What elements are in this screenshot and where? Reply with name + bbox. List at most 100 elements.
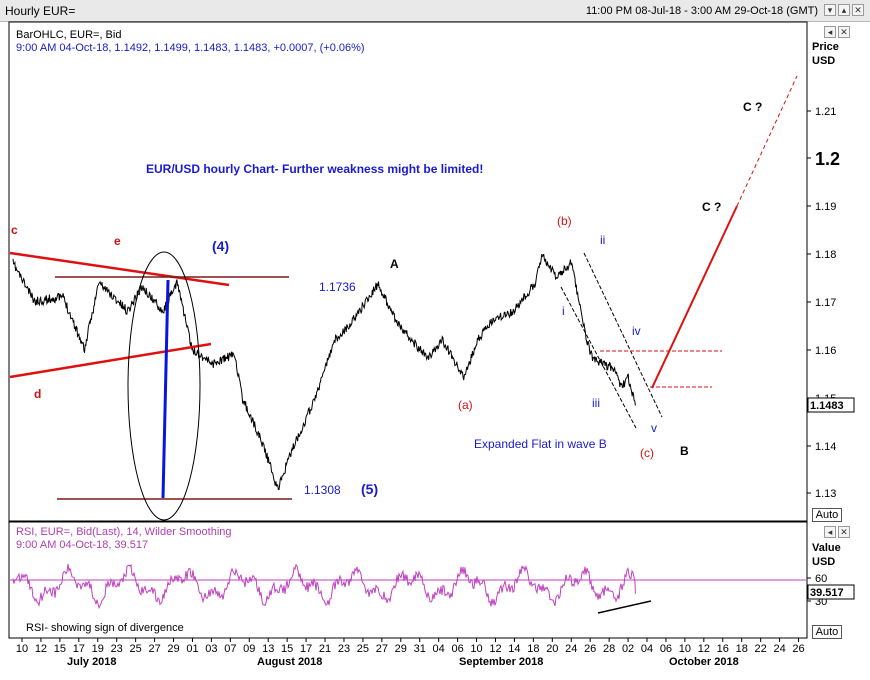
window-title-bar: Hourly EUR= 11:00 PM 08-Jul-18 - 3:00 AM… [0, 0, 870, 22]
rsi-panel-frame [8, 521, 808, 639]
price-series-line [12, 253, 636, 491]
x-axis-tick-label: 10 [16, 643, 28, 655]
label-wave-C-question-1: C ? [702, 200, 721, 214]
rsi-axis-title-2: USD [812, 556, 835, 568]
price-panel-close-icon[interactable]: ✕ [838, 26, 850, 38]
price-tick-label: 1.17 [815, 297, 836, 309]
price-panel-frame [8, 21, 808, 522]
price-tick-label: 1.14 [815, 441, 836, 453]
label-wave-i: i [562, 304, 565, 318]
x-axis-tick-label: 24 [773, 643, 785, 655]
x-axis-tick-label: 14 [508, 643, 520, 655]
x-axis-tick-label: 24 [565, 643, 577, 655]
label-wave-c: (c) [640, 446, 654, 460]
x-axis-tick-label: 12 [489, 643, 501, 655]
x-axis-tick-label: 17 [73, 643, 85, 655]
label-wave-4: (4) [212, 238, 229, 254]
x-axis-tick-label: 18 [736, 643, 748, 655]
label-c: c [11, 223, 18, 237]
price-axis-title-1: Price [812, 41, 839, 53]
price-panel-collapse-icon[interactable]: ◂ [824, 26, 836, 38]
x-axis-tick-label: 12 [35, 643, 47, 655]
price-axis-title-2: USD [812, 55, 835, 67]
rsi-axis-title-1: Value [812, 542, 841, 554]
channel-line-lower [560, 286, 637, 429]
x-axis-tick-label: 19 [92, 643, 104, 655]
x-axis-tick-label: 26 [792, 643, 804, 655]
triangle-lower-trendline [9, 342, 212, 379]
price-axis: 1.13 1.14 1.15 1.16 1.17 1.18 1.19 1.2 1… [807, 106, 840, 500]
rsi-last-value-label: 39.517 [810, 587, 844, 599]
annotations [9, 75, 798, 614]
price-tick-label-major: 1.2 [815, 149, 840, 169]
x-axis-tick-label: 25 [357, 643, 369, 655]
window-menu-icon[interactable]: ▴ [838, 4, 850, 16]
label-wave-b: (b) [557, 214, 572, 228]
x-axis-tick-label: 27 [376, 643, 388, 655]
x-axis-tick-label: 09 [243, 643, 255, 655]
x-axis-tick-label: 26 [584, 643, 596, 655]
label-wave-a: (a) [458, 398, 473, 412]
x-axis-tick-label: 07 [224, 643, 236, 655]
label-wave-v: v [651, 421, 657, 435]
chart-headline: EUR/USD hourly Chart- Further weakness m… [146, 162, 483, 176]
label-low-1308: 1.1308 [304, 483, 341, 497]
x-axis-tick-label: 18 [527, 643, 539, 655]
x-axis-tick-label: 31 [414, 643, 426, 655]
x-axis-tick-label: 13 [262, 643, 274, 655]
price-auto-scale-button[interactable]: Auto [812, 508, 842, 522]
rsi-panel-close-icon[interactable]: ✕ [838, 526, 850, 538]
last-price-box [807, 397, 855, 413]
x-axis-tick-label: 17 [300, 643, 312, 655]
x-axis-tick-label: 12 [698, 643, 710, 655]
x-axis-tick-label: 23 [111, 643, 123, 655]
wave-c-projection-solid [651, 205, 738, 389]
close-icon[interactable]: ✕ [852, 4, 864, 16]
x-axis-tick-label: 15 [54, 643, 66, 655]
price-tick-label: 1.16 [815, 345, 836, 357]
wave-c-projection-dashed [736, 75, 798, 207]
rsi-last-value-box [807, 584, 855, 600]
channel-line-upper [583, 252, 663, 418]
price-last-bar: 9:00 AM 04-Oct-18, 1.1492, 1.1499, 1.148… [16, 42, 365, 54]
x-axis-tick-label: 10 [679, 643, 691, 655]
label-expanded-flat: Expanded Flat in wave B [474, 437, 607, 451]
x-axis-tick-label: 06 [660, 643, 672, 655]
rsi-tick-label: 60 [815, 573, 827, 585]
x-axis-tick-label: 04 [433, 643, 445, 655]
x-axis-tick-label: 10 [470, 643, 482, 655]
x-axis-tick-label: 06 [451, 643, 463, 655]
x-axis-tick-label: 04 [641, 643, 653, 655]
price-tick-label: 1.18 [815, 249, 836, 261]
time-range[interactable]: 11:00 PM 08-Jul-18 - 3:00 AM 29-Oct-18 (… [585, 5, 818, 17]
window-title: Hourly EUR= [5, 4, 76, 18]
x-axis: 10 12 15 17 19 23 25 27 29 01 03 07 09 13 15 17 21 23 25 27… [16, 638, 805, 655]
rsi-last-bar: 9:00 AM 04-Oct-18, 39.517 [16, 539, 148, 551]
price-tick-label: 1.21 [815, 106, 836, 118]
month-label-october: October 2018 [669, 656, 739, 668]
minimize-icon[interactable]: ▾ [824, 4, 836, 16]
rsi-panel-collapse-icon[interactable]: ◂ [824, 526, 836, 538]
month-label-september: September 2018 [459, 656, 543, 668]
x-axis-tick-label: 15 [281, 643, 293, 655]
x-axis-tick-label: 29 [167, 643, 179, 655]
rsi-divergence-line [597, 600, 652, 614]
x-axis-tick-label: 29 [395, 643, 407, 655]
label-wave-C-question-2: C ? [743, 100, 762, 114]
label-d: d [34, 387, 41, 401]
label-wave-iv: iv [632, 324, 641, 338]
label-e: e [114, 234, 121, 248]
price-tick-label: 1.13 [815, 488, 836, 500]
x-axis-tick-label: 25 [130, 643, 142, 655]
triangle-upper-trendline [9, 251, 230, 287]
price-series-name: BarOHLC, EUR=, Bid [16, 29, 121, 41]
x-axis-tick-label: 28 [603, 643, 615, 655]
rsi-series-name: RSI, EUR=, Bid(Last), 14, Wilder Smoothi… [16, 526, 232, 538]
x-axis-tick-label: 02 [622, 643, 634, 655]
last-price-label: 1.1483 [810, 400, 844, 412]
rsi-series-line [12, 563, 636, 610]
x-axis-tick-label: 27 [148, 643, 160, 655]
x-axis-tick-label: 23 [338, 643, 350, 655]
rsi-auto-scale-button[interactable]: Auto [812, 625, 842, 639]
